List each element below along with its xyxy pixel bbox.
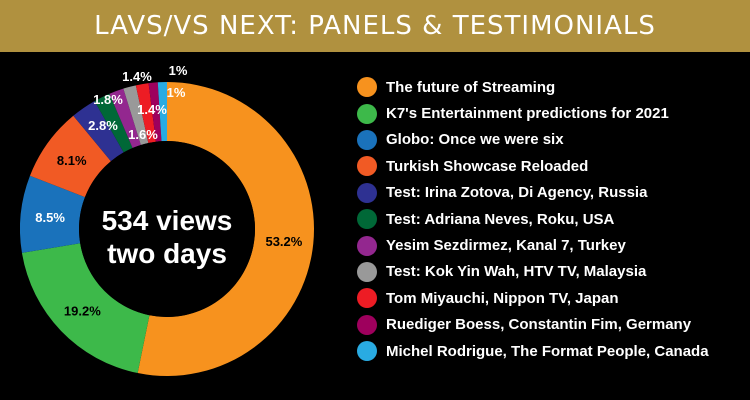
legend-swatch xyxy=(357,129,377,150)
page-title: LAVS/VS NEXT: PANELS & TESTIMONIALS xyxy=(94,11,656,41)
legend-label: The future of Streaming xyxy=(386,78,556,96)
slice-label-1: 19.2% xyxy=(64,304,101,319)
center-text-line-2: two days xyxy=(107,238,227,269)
legend-item: Yesim Sezdirmez, Kanal 7, Turkey xyxy=(357,232,747,258)
slice-8 xyxy=(135,83,156,144)
legend-label: Test: Adriana Neves, Roku, USA xyxy=(386,210,615,228)
legend-swatch xyxy=(357,341,377,362)
slice-label-10: 1% xyxy=(167,85,186,100)
legend-label: Test: Kok Yin Wah, HTV TV, Malaysia xyxy=(386,263,647,281)
slice-10 xyxy=(157,82,167,142)
legend-item: The future of Streaming xyxy=(357,74,747,100)
legend-swatch xyxy=(357,103,377,124)
legend-item: Ruediger Boess, Constantin Fim, Germany xyxy=(357,312,747,338)
slice-label-7: 1.4% xyxy=(122,69,152,84)
slice-label-8: 1.4% xyxy=(137,102,167,117)
slice-label-3: 8.1% xyxy=(57,153,87,168)
slice-6 xyxy=(109,88,141,149)
slice-2 xyxy=(20,175,85,253)
legend-swatch xyxy=(357,235,377,256)
legend-item: Test: Kok Yin Wah, HTV TV, Malaysia xyxy=(357,259,747,285)
legend-item: Globo: Once we were six xyxy=(357,127,747,153)
center-text-line-1: 534 views xyxy=(102,205,233,236)
slice-1 xyxy=(21,243,150,374)
legend-swatch xyxy=(357,288,377,309)
legend-label: Michel Rodrigue, The Format People, Cana… xyxy=(386,342,709,360)
legend-item: Michel Rodrigue, The Format People, Cana… xyxy=(357,338,747,364)
slice-label-5: 1.8% xyxy=(93,92,123,107)
legend-swatch xyxy=(357,182,377,203)
legend-swatch xyxy=(357,156,377,177)
slice-9 xyxy=(148,82,162,142)
slice-label-6: 1.6% xyxy=(128,127,158,142)
legend-label: K7's Entertainment predictions for 2021 xyxy=(386,105,669,123)
legend-item: Test: Irina Zotova, Di Agency, Russia xyxy=(357,180,747,206)
legend-swatch xyxy=(357,314,377,335)
slice-7 xyxy=(123,85,149,145)
legend-item: K7's Entertainment predictions for 2021 xyxy=(357,100,747,126)
legend-label: Yesim Sezdirmez, Kanal 7, Turkey xyxy=(386,237,626,255)
chart-legend: The future of Streaming K7's Entertainmen… xyxy=(357,74,747,364)
legend-label: Tom Miyauchi, Nippon TV, Japan xyxy=(386,289,619,307)
legend-swatch xyxy=(357,261,377,282)
legend-swatch xyxy=(357,77,377,98)
legend-label: Test: Irina Zotova, Di Agency, Russia xyxy=(386,184,648,202)
slice-label-9: 1% xyxy=(169,63,188,78)
slice-label-4: 2.8% xyxy=(88,118,118,133)
donut-hole xyxy=(79,141,255,317)
slice-label-2: 8.5% xyxy=(35,210,65,225)
legend-item: Turkish Showcase Reloaded xyxy=(357,153,747,179)
slice-0 xyxy=(137,82,315,376)
slice-label-0: 53.2% xyxy=(265,234,302,249)
legend-item: Tom Miyauchi, Nippon TV, Japan xyxy=(357,285,747,311)
slice-4 xyxy=(73,101,124,162)
slice-5 xyxy=(94,93,133,153)
legend-label: Globo: Once we were six xyxy=(386,131,564,149)
donut-chart: 53.2%19.2%8.5%8.1%2.8%1.8%1.6%1.4%1.4%1%… xyxy=(20,63,315,376)
title-banner: LAVS/VS NEXT: PANELS & TESTIMONIALS xyxy=(0,0,750,52)
legend-label: Ruediger Boess, Constantin Fim, Germany xyxy=(386,316,692,334)
slice-3 xyxy=(29,115,111,198)
legend-label: Turkish Showcase Reloaded xyxy=(386,157,589,175)
legend-swatch xyxy=(357,209,377,230)
legend-item: Test: Adriana Neves, Roku, USA xyxy=(357,206,747,232)
